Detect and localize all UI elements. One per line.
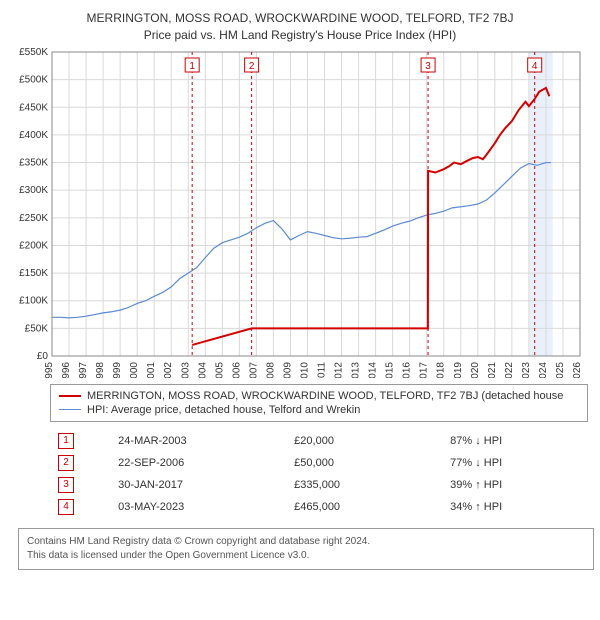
legend-label: MERRINGTON, MOSS ROAD, WROCKWARDINE WOOD… bbox=[87, 390, 563, 402]
sale-date: 24-MAR-2003 bbox=[110, 430, 286, 452]
x-tick-label: 2023 bbox=[521, 361, 532, 377]
plot-border bbox=[52, 52, 580, 356]
hpi-series-line bbox=[52, 162, 551, 317]
y-tick-label: £400K bbox=[19, 130, 48, 141]
price-chart: £0 £50K £100K £150K £200K £250K £300K £350K £400… bbox=[10, 48, 586, 378]
y-tick-label: £150K bbox=[19, 268, 48, 279]
chart-title-block: MERRINGTON, MOSS ROAD, WROCKWARDINE WOOD… bbox=[10, 10, 590, 44]
x-tick-label: 2010 bbox=[299, 361, 310, 377]
x-tick-label: 1998 bbox=[95, 361, 106, 377]
sale-date: 22-SEP-2006 bbox=[110, 452, 286, 474]
y-tick-label: £0 bbox=[37, 351, 49, 362]
x-tick-label: 2002 bbox=[163, 361, 174, 377]
x-tick-label: 2011 bbox=[317, 361, 328, 377]
sale-vs-hpi: 77% ↓ HPI bbox=[442, 452, 570, 474]
x-tick-label: 2017 bbox=[419, 361, 430, 377]
x-tick-label: 2018 bbox=[436, 361, 447, 377]
cell: 4 bbox=[50, 496, 110, 518]
x-tick-label: 1995 bbox=[44, 361, 55, 377]
y-tick-label: £250K bbox=[19, 212, 48, 223]
sale-price: £20,000 bbox=[286, 430, 442, 452]
event-index-box: 1 bbox=[58, 433, 74, 449]
sale-vs-hpi: 34% ↑ HPI bbox=[442, 496, 570, 518]
x-tick-label: 2009 bbox=[282, 361, 293, 377]
legend-swatch bbox=[59, 395, 81, 397]
table-row: 4 03-MAY-2023£465,00034% ↑ HPI bbox=[50, 496, 570, 518]
cell: 2 bbox=[50, 452, 110, 474]
x-tick-label: 2004 bbox=[197, 361, 208, 377]
x-tick-label: 2016 bbox=[402, 361, 413, 377]
x-tick-label: 2013 bbox=[351, 361, 362, 377]
x-tick-label: 2024 bbox=[538, 361, 549, 377]
attribution-footer: Contains HM Land Registry data © Crown c… bbox=[18, 528, 594, 570]
table-row: 1 24-MAR-2003£20,00087% ↓ HPI bbox=[50, 430, 570, 452]
x-tick-label: 2026 bbox=[572, 361, 583, 377]
sale-date: 03-MAY-2023 bbox=[110, 496, 286, 518]
y-tick-label: £450K bbox=[19, 102, 48, 113]
x-tick-label: 2022 bbox=[504, 361, 515, 377]
legend: MERRINGTON, MOSS ROAD, WROCKWARDINE WOOD… bbox=[50, 384, 588, 422]
x-tick-label: 2014 bbox=[368, 361, 379, 377]
legend-swatch bbox=[59, 409, 81, 410]
event-index-box: 4 bbox=[58, 499, 74, 515]
x-tick-label: 2003 bbox=[180, 361, 191, 377]
table-row: 3 30-JAN-2017£335,00039% ↑ HPI bbox=[50, 474, 570, 496]
table-row: 2 22-SEP-2006£50,00077% ↓ HPI bbox=[50, 452, 570, 474]
y-tick-label: £300K bbox=[19, 185, 48, 196]
y-tick-label: £200K bbox=[19, 240, 48, 251]
sale-price: £335,000 bbox=[286, 474, 442, 496]
event-marker-number: 4 bbox=[532, 61, 538, 72]
sale-date: 30-JAN-2017 bbox=[110, 474, 286, 496]
x-tick-label: 2019 bbox=[453, 361, 464, 377]
x-tick-label: 2021 bbox=[487, 361, 498, 377]
event-marker-number: 2 bbox=[249, 61, 255, 72]
cell: 1 bbox=[50, 430, 110, 452]
x-tick-label: 1997 bbox=[78, 361, 89, 377]
cell: 3 bbox=[50, 474, 110, 496]
x-tick-label: 2005 bbox=[214, 361, 225, 377]
x-tick-label: 2007 bbox=[248, 361, 259, 377]
x-tick-label: 2001 bbox=[146, 361, 157, 377]
chart-container: £0 £50K £100K £150K £200K £250K £300K £350K £400… bbox=[10, 48, 590, 378]
property-series-line bbox=[192, 88, 549, 345]
transactions-table: 1 24-MAR-2003£20,00087% ↓ HPI 2 22-SEP-2006… bbox=[50, 430, 570, 518]
x-tick-label: 2000 bbox=[129, 361, 140, 377]
sale-vs-hpi: 87% ↓ HPI bbox=[442, 430, 570, 452]
event-index-box: 2 bbox=[58, 455, 74, 471]
sale-price: £465,000 bbox=[286, 496, 442, 518]
y-tick-label: £550K bbox=[19, 48, 48, 58]
x-tick-label: 2020 bbox=[470, 361, 481, 377]
title-line-1: MERRINGTON, MOSS ROAD, WROCKWARDINE WOOD… bbox=[10, 10, 590, 27]
x-tick-label: 2015 bbox=[385, 361, 396, 377]
event-marker-number: 3 bbox=[425, 61, 431, 72]
footer-line-2: This data is licensed under the Open Gov… bbox=[27, 549, 585, 563]
legend-row: HPI: Average price, detached house, Telf… bbox=[59, 403, 579, 417]
legend-row: MERRINGTON, MOSS ROAD, WROCKWARDINE WOOD… bbox=[59, 389, 579, 403]
sale-vs-hpi: 39% ↑ HPI bbox=[442, 474, 570, 496]
y-tick-label: £50K bbox=[25, 323, 49, 334]
legend-label: HPI: Average price, detached house, Telf… bbox=[87, 404, 360, 416]
x-tick-label: 2008 bbox=[265, 361, 276, 377]
y-tick-label: £100K bbox=[19, 295, 48, 306]
event-index-box: 3 bbox=[58, 477, 74, 493]
title-line-2: Price paid vs. HM Land Registry's House … bbox=[10, 27, 590, 44]
footer-line-1: Contains HM Land Registry data © Crown c… bbox=[27, 535, 585, 549]
x-tick-label: 2012 bbox=[334, 361, 345, 377]
sale-price: £50,000 bbox=[286, 452, 442, 474]
x-tick-label: 1999 bbox=[112, 361, 123, 377]
event-marker-number: 1 bbox=[189, 61, 195, 72]
y-tick-label: £500K bbox=[19, 74, 48, 85]
y-tick-label: £350K bbox=[19, 157, 48, 168]
forecast-band bbox=[529, 52, 553, 356]
x-tick-label: 2025 bbox=[555, 361, 566, 377]
x-tick-label: 2006 bbox=[231, 361, 242, 377]
x-tick-label: 1996 bbox=[61, 361, 72, 377]
